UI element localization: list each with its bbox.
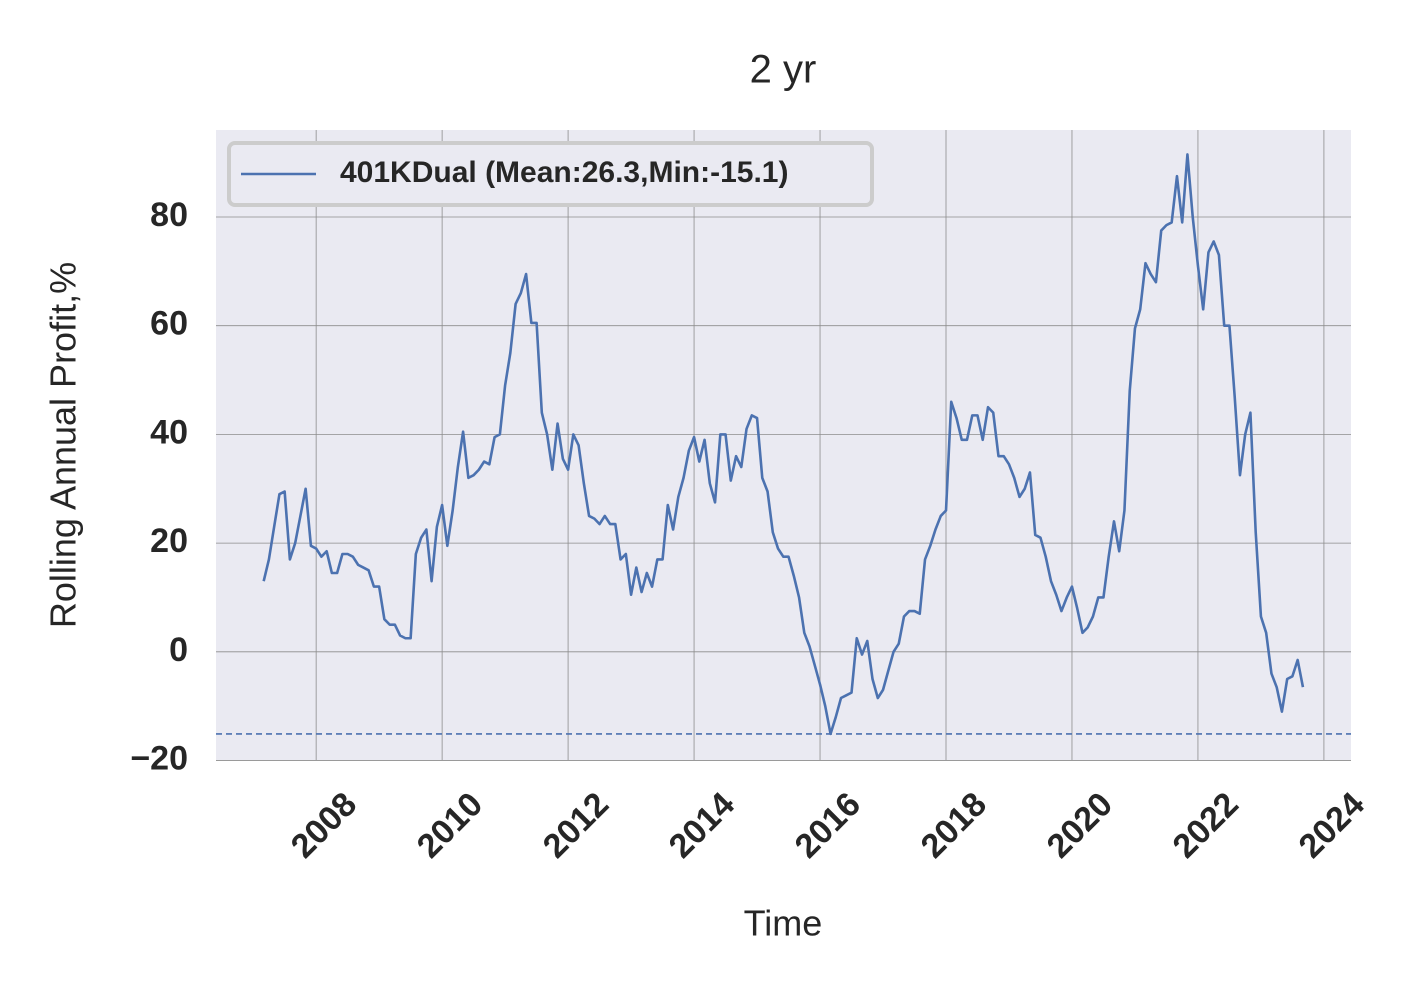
x-tick-label: 2016	[788, 785, 868, 865]
y-tick-label: 60	[150, 305, 188, 343]
chart-title: 2 yr	[750, 48, 817, 92]
y-tick-label: −20	[130, 740, 188, 778]
x-tick-label: 2014	[662, 785, 742, 865]
x-tick-label: 2020	[1040, 785, 1120, 865]
x-tick-label: 2008	[284, 785, 364, 865]
x-tick-label: 2012	[536, 785, 616, 865]
x-tick-label: 2024	[1292, 785, 1372, 865]
y-axis-label: Rolling Annual Profit,%	[43, 262, 84, 628]
y-tick-label: 0	[169, 631, 188, 669]
y-tick-label: 40	[150, 413, 188, 451]
legend-label: 401KDual (Mean:26.3,Min:-15.1)	[340, 156, 788, 189]
x-axis-label: Time	[744, 903, 823, 944]
plot-area	[216, 130, 1351, 760]
x-tick-label: 2010	[410, 785, 490, 865]
x-tick-label: 2018	[914, 785, 994, 865]
x-tick-label: 2022	[1166, 785, 1246, 865]
line-series	[262, 153, 1305, 736]
y-tick-label: 20	[150, 522, 188, 560]
legend-box	[227, 141, 874, 207]
y-tick-label: 80	[150, 196, 188, 234]
